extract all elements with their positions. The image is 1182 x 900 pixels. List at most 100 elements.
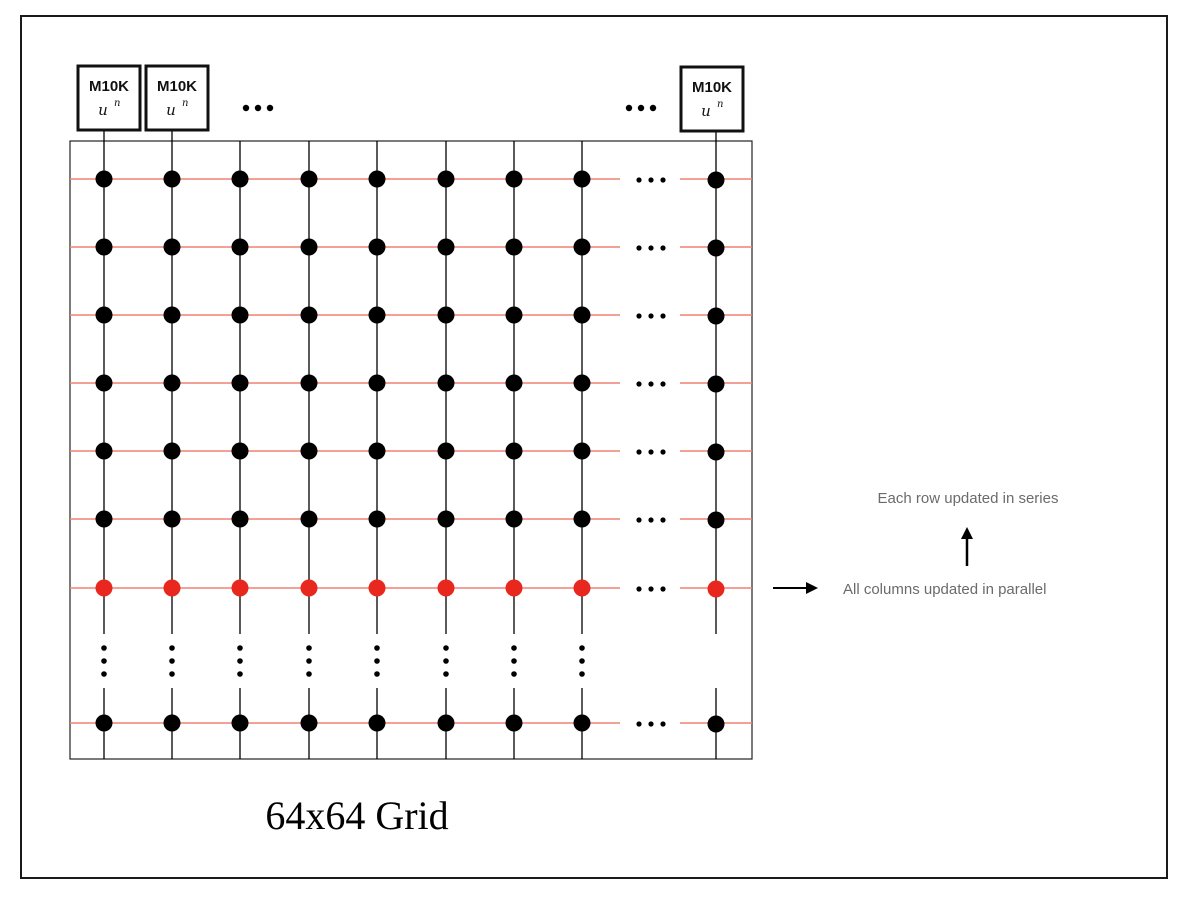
row-lines [70,178,752,724]
vertical-ellipsis-icon [511,645,517,677]
grid-nodes [95,170,725,733]
grid-node [231,306,249,324]
ellipsis-dot [648,517,654,523]
ellipsis-dot [636,381,642,387]
ellipsis-icon [636,177,666,183]
memory-block-sup: n [114,98,120,109]
memory-block-2: M10K u n [144,64,210,132]
ellipsis-dot [636,721,642,727]
ellipsis-dot [648,586,654,592]
ellipsis-dot [648,449,654,455]
ellipsis-dot [660,721,666,727]
grid-node [437,238,455,256]
ellipsis-icon [636,381,666,387]
grid-node [505,510,523,528]
ellipsis-dot [636,517,642,523]
grid-node [163,238,181,256]
ellipsis-dot [660,586,666,592]
ellipsis-dot [579,645,585,651]
grid-node [505,442,523,460]
vertical-ellipsis-icon [101,645,107,677]
vertical-ellipsis-icon [306,645,312,677]
active-grid-node [163,579,181,597]
grid-node [300,442,318,460]
ellipsis-dot [636,313,642,319]
ellipsis-dot [579,658,585,664]
grid-node [95,306,113,324]
grid-node [573,510,591,528]
grid-node [163,510,181,528]
ellipsis-dot [660,517,666,523]
grid-node [300,714,318,732]
grid-node [573,238,591,256]
ellipsis-dot [625,104,633,112]
grid-node [437,306,455,324]
ellipsis-dot [649,104,657,112]
ellipsis-dot [443,671,449,677]
memory-block-label: M10K [89,78,129,95]
grid-node [368,374,386,392]
ellipsis-marks [101,104,666,727]
ellipsis-icon [636,449,666,455]
grid-node [95,374,113,392]
grid-node [573,442,591,460]
ellipsis-dot [237,645,243,651]
ellipsis-dot [443,658,449,664]
grid-node [300,306,318,324]
ellipsis-dot [660,449,666,455]
ellipsis-dot [648,721,654,727]
ellipsis-dot [511,645,517,651]
grid-node [505,238,523,256]
svg-text:u: u [701,102,711,120]
memory-block-label: M10K [157,78,197,95]
grid-node [573,374,591,392]
grid-node [573,714,591,732]
svg-text:u: u [98,101,108,119]
vertical-ellipsis-icon [579,645,585,677]
ellipsis-dot [101,671,107,677]
grid-node [505,306,523,324]
grid-node [707,307,725,325]
ellipsis-dot [660,177,666,183]
grid-node [231,714,249,732]
arrow-up-icon [961,527,973,566]
grid-node [95,442,113,460]
ellipsis-dot [374,645,380,651]
grid-node [368,714,386,732]
grid-caption: 64x64 Grid [265,793,448,838]
grid-node [573,170,591,188]
active-grid-node [300,579,318,597]
grid-node [505,170,523,188]
active-grid-node [368,579,386,597]
ellipsis-dot [648,177,654,183]
grid-node [707,239,725,257]
grid-node [707,511,725,529]
grid-node [573,306,591,324]
grid-node [707,715,725,733]
ellipsis-dot [237,658,243,664]
active-grid-node [95,579,113,597]
grid-node [163,170,181,188]
ellipsis-dot [101,645,107,651]
vertical-ellipsis-icon [169,645,175,677]
ellipsis-dot [648,381,654,387]
active-grid-node [573,579,591,597]
grid-node [95,714,113,732]
ellipsis-dot [636,177,642,183]
ellipsis-dot [237,671,243,677]
ellipsis-icon [636,517,666,523]
grid-node [505,374,523,392]
grid-node [300,170,318,188]
grid-node [300,374,318,392]
grid-node [437,170,455,188]
ellipsis-dot [169,645,175,651]
active-grid-node [437,579,455,597]
grid-node [95,170,113,188]
ellipsis-dot [306,658,312,664]
ellipsis-dot [648,313,654,319]
grid-node [163,306,181,324]
vertical-ellipsis-icon [374,645,380,677]
grid-node [437,714,455,732]
ellipsis-dot [374,658,380,664]
ellipsis-dot [306,671,312,677]
